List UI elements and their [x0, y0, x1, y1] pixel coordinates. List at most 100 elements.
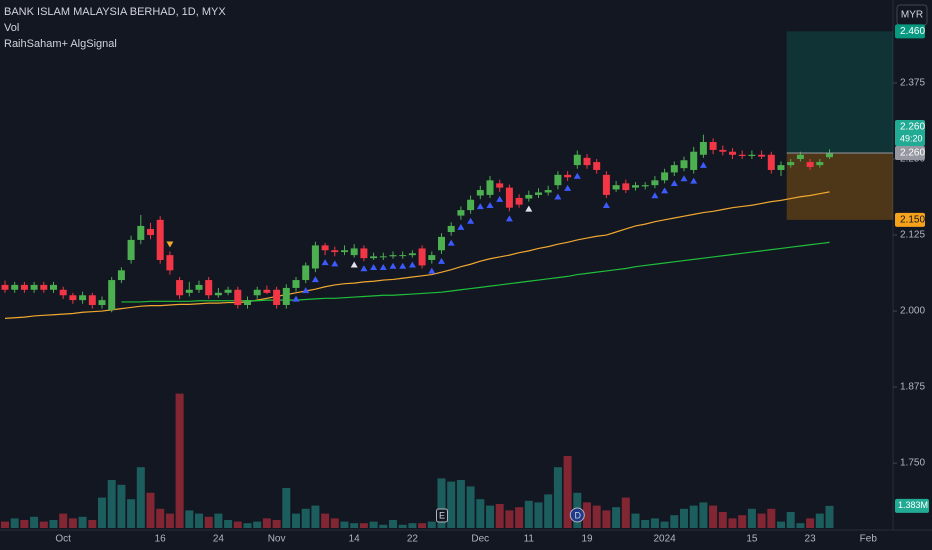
candle-body [564, 174, 572, 178]
candle-body [321, 245, 329, 251]
volume-bar [195, 513, 203, 528]
candle-body [748, 154, 756, 156]
volume-bar [88, 520, 97, 528]
x-tick-label: Feb [860, 534, 878, 545]
candle-body [457, 210, 465, 216]
signal-marker [496, 195, 504, 202]
volume-bar [39, 521, 48, 528]
candle-body [806, 162, 814, 167]
stop-badge-label: 2.150 [900, 214, 925, 225]
candle-body [399, 255, 407, 257]
candle-body [670, 165, 678, 173]
indicator-label[interactable]: RaihSaham+ AlgSignal [4, 38, 117, 50]
volume-bar [534, 502, 543, 528]
x-tick-label: 24 [213, 534, 225, 545]
volume-bar [786, 512, 795, 528]
signal-marker [438, 257, 445, 264]
signal-marker [554, 193, 562, 200]
candle-body [758, 154, 766, 157]
volume-bar [10, 518, 19, 528]
volume-bar [127, 499, 136, 528]
candle-body [777, 165, 785, 170]
candle-body [98, 300, 106, 305]
volume-bar [524, 500, 533, 528]
volume-bar [699, 502, 708, 528]
candle-body [680, 160, 688, 169]
volume-bar [301, 508, 310, 528]
volume-bar [117, 484, 126, 528]
moving-average [4, 191, 830, 319]
candle-body [554, 174, 562, 186]
candle-body [593, 162, 601, 170]
volume-bar [233, 521, 242, 528]
candle-body [59, 289, 67, 296]
candle-body [602, 174, 610, 195]
volume-bar [321, 513, 330, 528]
candle-body [583, 157, 591, 166]
volume-bar [825, 505, 834, 528]
candle-body [185, 289, 193, 293]
y-tick-label: 2.000 [900, 306, 925, 317]
volume-bar [49, 520, 58, 528]
candle-body [302, 265, 310, 281]
x-tick-label: 2024 [653, 534, 676, 545]
volume-bar [282, 488, 291, 528]
target-badge [895, 24, 925, 39]
signal-marker [166, 241, 174, 248]
signal-marker [564, 184, 572, 191]
signal-marker [360, 265, 368, 272]
candle-body [486, 180, 494, 195]
candle-body [214, 292, 222, 296]
volume-bar [796, 523, 805, 528]
candle-body [787, 162, 795, 166]
y-tick-label: 2.125 [900, 230, 925, 241]
candle-body [147, 228, 154, 236]
candle-body [447, 225, 455, 233]
chart-title: BANK ISLAM MALAYSIA BERHAD, 1D, MYX [4, 6, 226, 18]
volume-bar [165, 513, 174, 528]
candle-body [661, 172, 669, 181]
y-tick-label: 1.875 [900, 382, 925, 393]
candle-body [632, 185, 639, 188]
candle-body [30, 284, 38, 290]
volume-bar [650, 518, 659, 528]
signal-marker [661, 187, 669, 194]
volume-bar [204, 516, 213, 528]
candle-body [816, 162, 824, 166]
x-tick-label: 23 [805, 534, 817, 545]
volume-bar [583, 502, 591, 528]
candle-body [79, 295, 87, 301]
candle-body [282, 287, 290, 305]
volume-bar [660, 521, 669, 528]
candle-body [341, 250, 348, 253]
candle-body [40, 284, 48, 290]
indicator-label[interactable]: Vol [4, 22, 19, 34]
volume-bar [767, 508, 776, 528]
entry-badge-label: 2.260 [900, 148, 925, 159]
countdown: 49:20 [900, 133, 923, 143]
volume-bar [389, 520, 397, 528]
volume-bar [612, 507, 621, 528]
signal-marker [670, 180, 678, 187]
volume-bar [243, 523, 252, 528]
target-badge-label: 2.460 [900, 26, 925, 37]
candle-body [117, 270, 125, 281]
volume-bar [747, 508, 756, 528]
volume-bar [447, 481, 456, 528]
volume-bar [670, 515, 679, 528]
volume-bar [709, 505, 718, 528]
stop-zone [786, 152, 893, 220]
volume-badge-label: 1.383M [898, 500, 928, 510]
volume-bar [146, 492, 155, 528]
volume-bar [505, 510, 514, 528]
last-price-badge [895, 119, 925, 146]
volume-bar [398, 524, 407, 528]
volume-bar [20, 520, 29, 528]
volume-bar [30, 516, 39, 528]
currency[interactable]: MYR [901, 10, 923, 21]
volume-bar [292, 513, 300, 528]
candle-body [408, 253, 416, 256]
volume-bar [107, 480, 116, 528]
